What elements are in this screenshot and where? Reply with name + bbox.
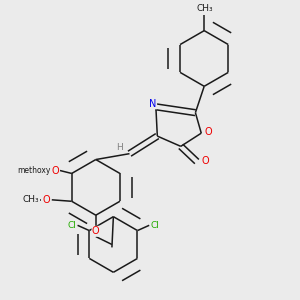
Text: Cl: Cl <box>151 221 160 230</box>
Text: methoxy: methoxy <box>17 166 50 175</box>
Text: O: O <box>52 166 59 176</box>
Text: O: O <box>42 195 50 205</box>
Text: O: O <box>201 156 209 166</box>
Text: H: H <box>116 143 123 152</box>
Text: Cl: Cl <box>67 221 76 230</box>
Text: N: N <box>149 99 157 109</box>
Text: CH₃: CH₃ <box>196 4 213 13</box>
Text: O: O <box>205 127 212 137</box>
Text: CH₃: CH₃ <box>23 195 40 204</box>
Text: O: O <box>92 226 100 236</box>
